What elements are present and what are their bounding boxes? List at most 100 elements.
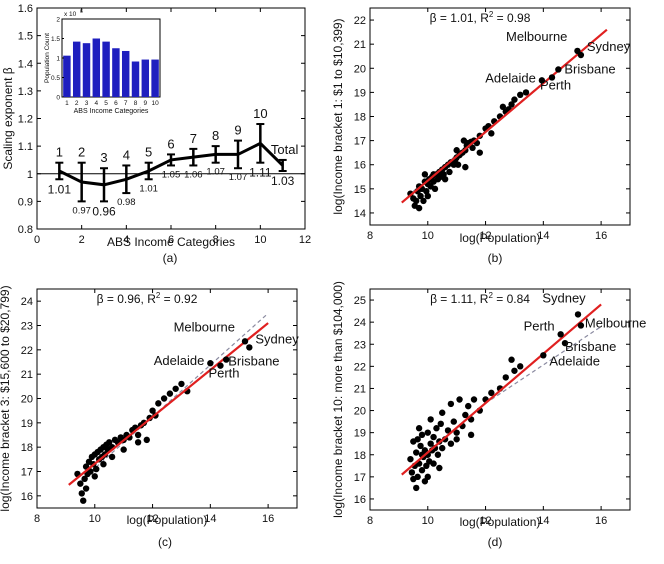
- y-tick-label: 14: [354, 208, 366, 220]
- city-point: [538, 77, 546, 84]
- data-point: [160, 395, 168, 402]
- data-point: [439, 409, 446, 416]
- inset-y-tick-label: 1.5: [51, 36, 60, 43]
- y-tick-label: 19: [21, 418, 33, 430]
- x-axis-label: log(Population): [127, 513, 208, 527]
- panel-d: 8 10 12 14 16 16 17 18 19 20 21 22 23 24 25 log(Populat…: [331, 281, 646, 549]
- inset-x-tick-label: 3: [85, 100, 89, 107]
- city-label: Sydney: [587, 39, 631, 54]
- data-point: [511, 96, 518, 103]
- city-point: [246, 344, 253, 351]
- data-point: [502, 374, 509, 381]
- y-tick-label: 22: [354, 361, 366, 373]
- data-point: [415, 425, 423, 432]
- inset-y-tick-label: 0.5: [51, 75, 60, 82]
- y-tick-label: 1.2: [18, 114, 33, 126]
- city-label: Perth: [540, 77, 571, 92]
- category-label: 1: [56, 145, 63, 160]
- y-axis-label: Scaling exponent β: [1, 67, 15, 169]
- data-point: [81, 475, 88, 482]
- data-point: [436, 464, 443, 472]
- x-tick-label: 16: [595, 230, 607, 242]
- y-tick-label: 0.8: [18, 224, 33, 236]
- inset-y-tick-label: 2: [56, 17, 60, 24]
- category-label: 9: [234, 123, 241, 138]
- data-point: [421, 171, 429, 178]
- y-tick-label: 21: [354, 39, 366, 51]
- fit-line: [68, 322, 269, 486]
- value-label: 1.03: [271, 174, 295, 188]
- category-label: 7: [190, 131, 197, 146]
- x-tick-label: 12: [299, 234, 311, 246]
- inset-x-tick-label: 10: [151, 100, 159, 107]
- value-label: 1.07: [229, 172, 248, 183]
- city-point: [217, 362, 224, 369]
- data-point: [441, 175, 449, 183]
- data-point: [413, 484, 420, 492]
- x-tick-label: 0: [34, 234, 40, 246]
- y-axis-label: log(Income bracket 10: more than $104,00…: [331, 281, 345, 518]
- y-tick-label: 24: [21, 296, 33, 308]
- city-point: [561, 339, 569, 347]
- panel-label: (d): [488, 535, 503, 549]
- data-point: [413, 449, 420, 456]
- value-label: 0.96: [92, 204, 116, 218]
- data-point: [100, 461, 107, 468]
- city-label: Brisbane: [228, 354, 279, 369]
- data-point: [433, 425, 440, 432]
- x-tick-label: 10: [89, 513, 101, 525]
- y-tick-label: 1.1: [18, 141, 33, 153]
- value-label: 0.97: [72, 205, 91, 216]
- y-tick-label: 17: [354, 472, 366, 484]
- x-tick-label: 8: [213, 234, 219, 246]
- data-point: [439, 444, 446, 452]
- data-point: [78, 490, 85, 497]
- category-label: 4: [123, 147, 130, 162]
- data-point: [408, 469, 416, 476]
- plot-frame: [369, 288, 631, 511]
- x-tick-label: 10: [422, 515, 434, 527]
- category-label: 3: [100, 150, 107, 165]
- inset-bar: [82, 43, 91, 97]
- dashed-reference-line: [79, 312, 269, 482]
- y-tick-label: 1.3: [18, 86, 33, 98]
- data-point: [454, 161, 462, 168]
- value-label: 1.01: [139, 183, 158, 194]
- value-label: 1.07: [206, 167, 225, 178]
- city-label: Adelaide: [485, 70, 536, 85]
- fit-annotation: β = 0.96, R2 = 0.92: [97, 291, 198, 306]
- data-point: [407, 455, 414, 463]
- x-tick-label: 8: [367, 230, 373, 242]
- data-point: [166, 390, 174, 397]
- panel-b: 8 10 12 14 16 14 15 16 17 18 19 20 21 22 log(Populatio…: [331, 7, 631, 265]
- data-point: [517, 363, 524, 370]
- inset-y-axis-label: Population Count: [44, 33, 51, 83]
- y-tick-label: 20: [21, 394, 33, 406]
- data-point: [453, 147, 460, 154]
- city-label: Melbourne: [585, 315, 646, 330]
- inset-bar: [102, 41, 110, 97]
- inset-x-tick-label: 8: [134, 100, 138, 107]
- x-tick-label: 16: [262, 513, 274, 525]
- data-point: [447, 400, 455, 408]
- city-point: [540, 352, 547, 359]
- data-point: [424, 473, 431, 481]
- x-tick-label: 12: [479, 515, 491, 527]
- data-point: [120, 446, 127, 453]
- fit-annotation: β = 1.11, R2 = 0.84: [430, 291, 530, 306]
- city-point: [548, 74, 556, 81]
- y-tick-label: 23: [21, 321, 33, 333]
- x-tick-label: 14: [537, 230, 549, 242]
- panel-label: (a): [163, 251, 178, 265]
- data-point: [456, 396, 463, 403]
- fit-line: [401, 28, 608, 204]
- plot-area: [401, 28, 608, 212]
- y-tick-label: 19: [354, 428, 366, 440]
- category-label: 2: [78, 145, 85, 160]
- city-label: Sydney: [542, 290, 586, 305]
- y-axis-label: log(Income bracket 1: $1 to $10,399): [331, 18, 345, 214]
- data-point: [508, 356, 515, 363]
- city-label: Brisbane: [565, 339, 616, 354]
